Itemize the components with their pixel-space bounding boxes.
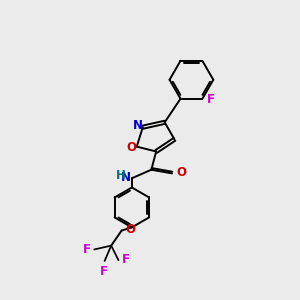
Text: N: N (133, 119, 142, 133)
Text: F: F (122, 253, 130, 266)
Text: F: F (99, 265, 107, 278)
Text: F: F (206, 93, 214, 106)
Text: O: O (126, 141, 136, 154)
Text: O: O (126, 223, 136, 236)
Text: H: H (116, 169, 126, 182)
Text: N: N (121, 171, 131, 184)
Text: F: F (83, 242, 91, 256)
Text: O: O (176, 166, 186, 179)
